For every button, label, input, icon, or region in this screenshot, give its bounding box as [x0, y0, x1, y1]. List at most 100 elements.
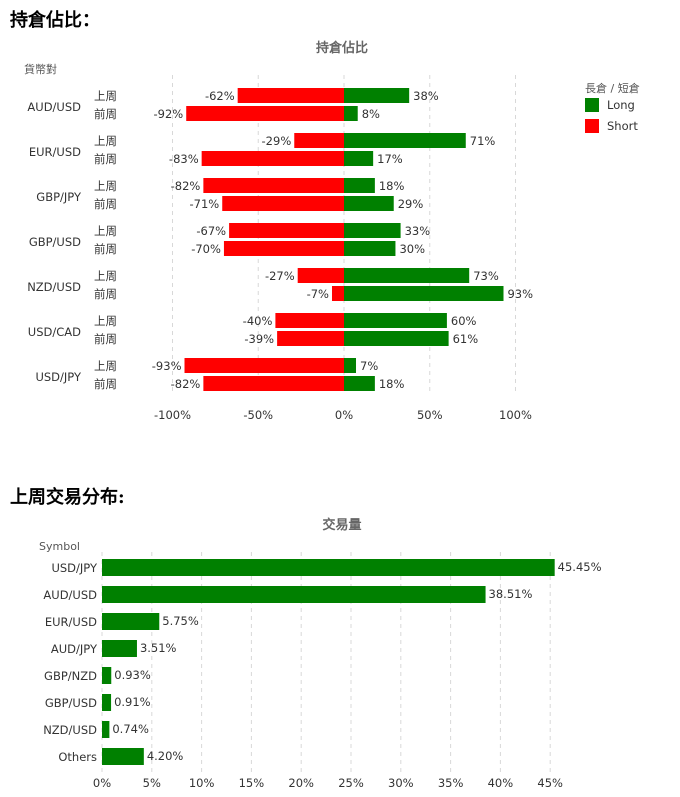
long-value-label: 93% — [507, 287, 533, 301]
short-value-label: -83% — [169, 152, 199, 166]
short-value-label: -82% — [171, 179, 201, 193]
chart-title: 交易量 — [322, 517, 361, 533]
volume-value-label: 4.20% — [147, 749, 184, 763]
category-label: GBP/NZD — [44, 669, 97, 683]
volume-value-label: 45.45% — [558, 560, 602, 574]
period-label: 上周 — [94, 134, 117, 148]
long-value-label: 17% — [377, 152, 403, 166]
short-value-label: -93% — [152, 359, 182, 373]
x-tick-label: 100% — [499, 408, 532, 422]
long-value-label: 60% — [451, 314, 477, 328]
volume-value-label: 38.51% — [489, 587, 533, 601]
volume-bar — [102, 613, 160, 630]
x-tick-label: 25% — [338, 776, 364, 790]
period-label: 上周 — [94, 179, 117, 193]
volume-value-label: 0.93% — [114, 668, 151, 682]
short-bar — [237, 88, 344, 103]
x-tick-label: 0% — [335, 408, 353, 422]
volume-bar — [102, 559, 555, 576]
long-value-label: 8% — [362, 107, 380, 121]
long-bar — [344, 88, 410, 103]
x-tick-label: 0% — [93, 776, 111, 790]
long-value-label: 30% — [399, 242, 425, 256]
x-tick-label: -100% — [154, 408, 191, 422]
long-value-label: 29% — [398, 197, 424, 211]
period-label: 前周 — [94, 107, 117, 121]
long-value-label: 18% — [379, 179, 405, 193]
x-tick-label: 35% — [438, 776, 464, 790]
x-tick-label: -50% — [243, 408, 273, 422]
x-tick-label: 50% — [417, 408, 443, 422]
long-value-label: 61% — [453, 332, 479, 346]
short-value-label: -27% — [265, 269, 295, 283]
pair-label: USD/JPY — [35, 370, 82, 384]
short-value-label: -92% — [154, 107, 184, 121]
period-label: 前周 — [94, 197, 117, 211]
short-value-label: -7% — [307, 287, 329, 301]
category-label: AUD/JPY — [51, 642, 98, 656]
legend-swatch-short — [585, 119, 599, 133]
period-label: 上周 — [94, 314, 117, 328]
short-bar — [223, 241, 344, 256]
short-value-label: -67% — [196, 224, 226, 238]
legend-label-short: Short — [607, 119, 638, 133]
legend-swatch-long — [585, 98, 599, 112]
x-tick-label: 20% — [288, 776, 314, 790]
long-bar — [344, 106, 358, 121]
y-axis-title: Symbol — [39, 540, 80, 553]
long-value-label: 73% — [473, 269, 499, 283]
category-label: EUR/USD — [45, 615, 97, 629]
long-bar — [344, 178, 375, 193]
long-bar — [344, 151, 374, 166]
short-bar — [186, 106, 344, 121]
short-bar — [331, 286, 344, 301]
x-tick-label: 40% — [488, 776, 514, 790]
period-label: 上周 — [94, 269, 117, 283]
chart-title: 持倉佔比 — [316, 40, 368, 56]
x-tick-label: 10% — [189, 776, 215, 790]
category-label: GBP/USD — [45, 696, 97, 710]
short-bar — [277, 331, 344, 346]
volume-value-label: 0.74% — [112, 722, 149, 736]
volume-bar — [102, 694, 112, 711]
short-bar — [297, 268, 344, 283]
long-value-label: 38% — [413, 89, 439, 103]
short-bar — [184, 358, 344, 373]
volume-value-label: 3.51% — [140, 641, 177, 655]
pair-label: USD/CAD — [28, 325, 81, 339]
volume-section-heading: 上周交易分布: — [10, 487, 125, 508]
volume-bar — [102, 640, 137, 657]
category-label: Others — [58, 750, 97, 764]
short-value-label: -82% — [171, 377, 201, 391]
short-bar — [203, 178, 344, 193]
long-bar — [344, 196, 394, 211]
long-bar — [344, 313, 447, 328]
volume-bar — [102, 748, 144, 765]
y-axis-title: 貨幣對 — [24, 62, 57, 76]
long-bar — [344, 241, 396, 256]
x-tick-label: 15% — [239, 776, 265, 790]
short-bar — [275, 313, 344, 328]
short-value-label: -40% — [243, 314, 273, 328]
short-bar — [222, 196, 344, 211]
volume-value-label: 5.75% — [162, 614, 199, 628]
long-bar — [344, 358, 357, 373]
short-value-label: -62% — [205, 89, 235, 103]
category-label: USD/JPY — [51, 561, 98, 575]
legend-title: 長倉 / 短倉 — [585, 81, 640, 95]
x-tick-label: 45% — [537, 776, 563, 790]
period-label: 前周 — [94, 152, 117, 166]
pair-label: GBP/JPY — [36, 190, 82, 204]
long-bar — [344, 133, 466, 148]
long-value-label: 71% — [470, 134, 496, 148]
volume-bar — [102, 586, 486, 603]
long-bar — [344, 376, 375, 391]
volume-bar — [102, 667, 112, 684]
period-label: 前周 — [94, 242, 117, 256]
period-label: 上周 — [94, 89, 117, 103]
short-bar — [294, 133, 344, 148]
long-value-label: 7% — [360, 359, 378, 373]
volume-bar — [102, 721, 110, 738]
period-label: 前周 — [94, 332, 117, 346]
